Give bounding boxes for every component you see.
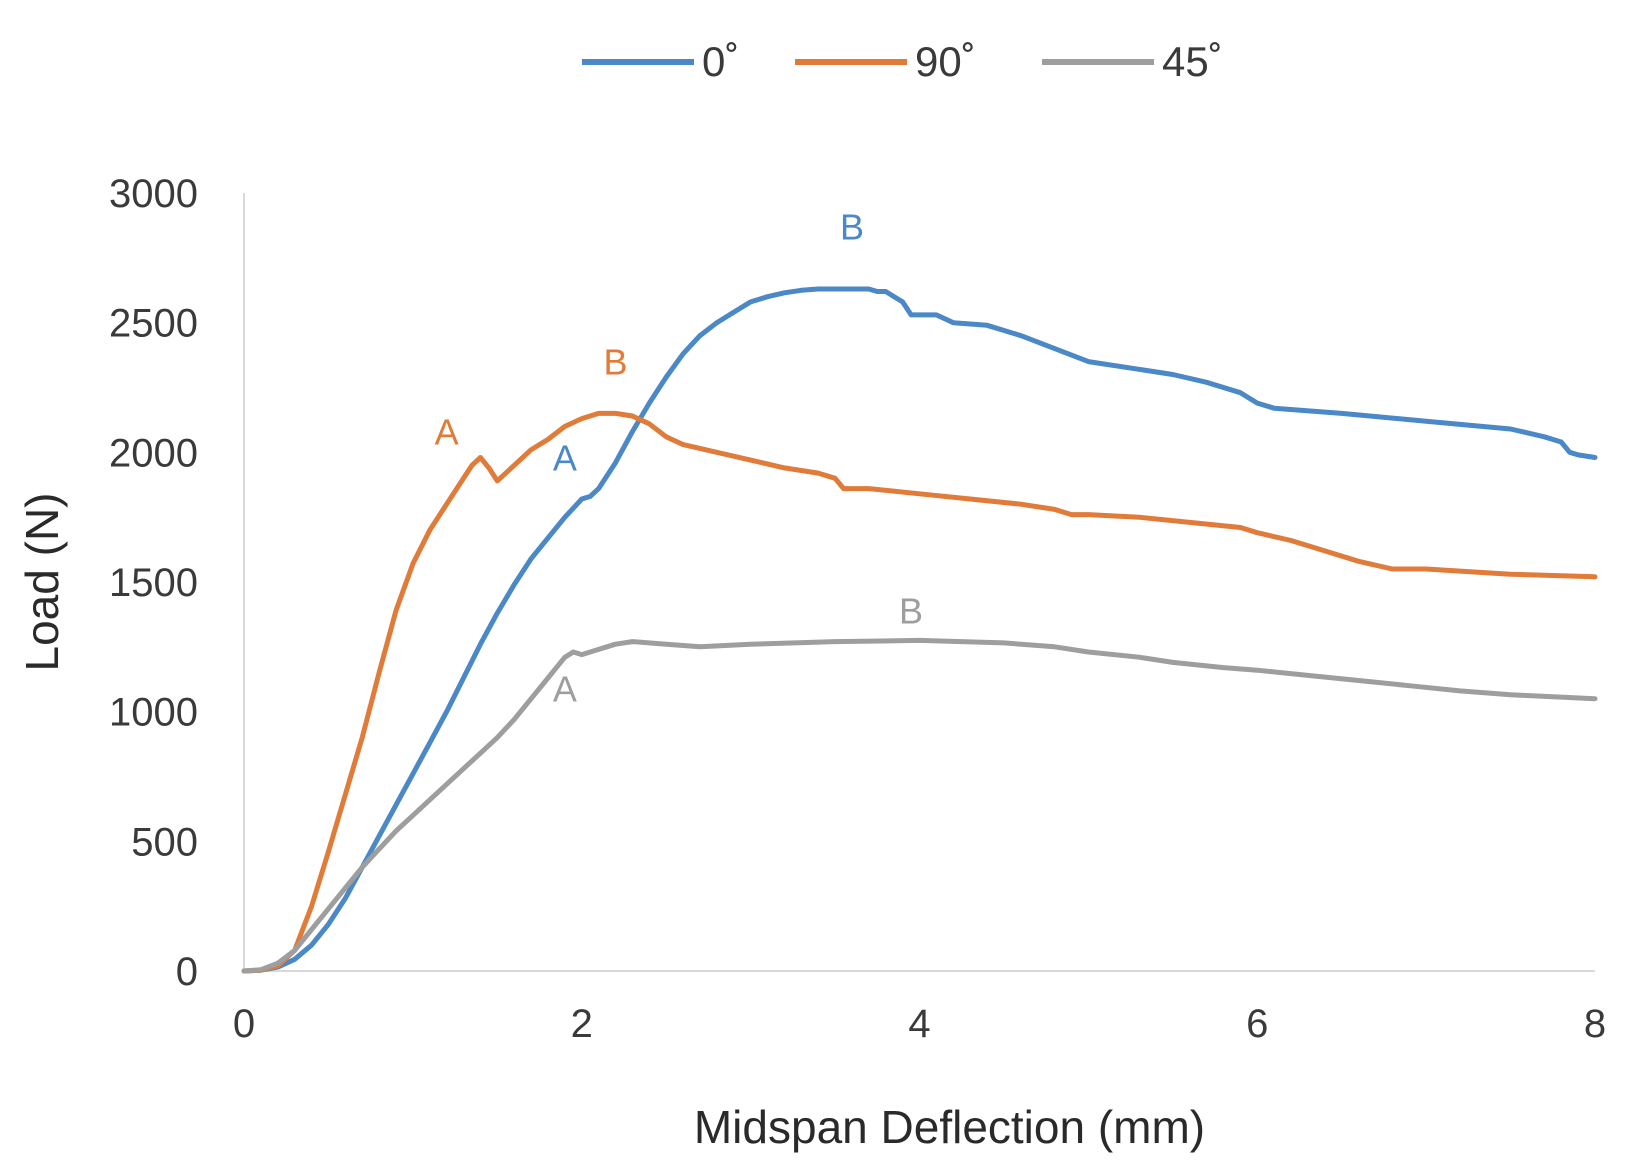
y-axis-title: Load (N) <box>16 493 68 672</box>
y-tick-label: 3000 <box>109 172 198 216</box>
legend-item: 90˚ <box>795 38 976 85</box>
legend-label: 90˚ <box>915 38 976 85</box>
annotations: B A B A B A <box>435 207 923 710</box>
y-tick-label: 1000 <box>109 691 198 735</box>
x-axis-title: Midspan Deflection (mm) <box>694 1101 1205 1153</box>
y-tick-label: 2000 <box>109 431 198 475</box>
annotation-label: B <box>840 207 864 248</box>
annotation-label: A <box>435 412 459 453</box>
legend-label: 45˚ <box>1162 38 1223 85</box>
series-line-2 <box>241 637 1598 974</box>
y-tick-label: 2500 <box>109 302 198 346</box>
y-tick-label: 1500 <box>109 561 198 605</box>
x-tick-label: 4 <box>908 1002 930 1046</box>
legend-item: 0˚ <box>582 38 739 85</box>
legend-label: 0˚ <box>702 38 739 85</box>
x-tick-label: 6 <box>1246 1002 1268 1046</box>
axes: 0 500 1000 1500 2000 2500 3000 0 2 4 6 8 <box>109 172 1606 1046</box>
annotation-label: B <box>604 342 628 383</box>
annotation-label: A <box>553 668 577 709</box>
x-tick-label: 2 <box>571 1002 593 1046</box>
annotation-label: B <box>899 590 923 631</box>
x-tick-label: 8 <box>1584 1002 1606 1046</box>
legend: 0˚ 90˚ 45˚ <box>582 38 1223 85</box>
y-tick-labels: 0 500 1000 1500 2000 2500 3000 <box>109 172 198 994</box>
legend-item: 45˚ <box>1042 38 1223 85</box>
series-line-0 <box>241 286 1598 974</box>
series-line-1 <box>241 410 1598 974</box>
x-tick-label: 0 <box>233 1002 255 1046</box>
x-tick-labels: 0 2 4 6 8 <box>233 1002 1606 1046</box>
series-lines <box>241 286 1598 974</box>
annotation-label: A <box>553 437 577 478</box>
y-tick-label: 500 <box>131 820 198 864</box>
y-tick-label: 0 <box>176 950 198 994</box>
